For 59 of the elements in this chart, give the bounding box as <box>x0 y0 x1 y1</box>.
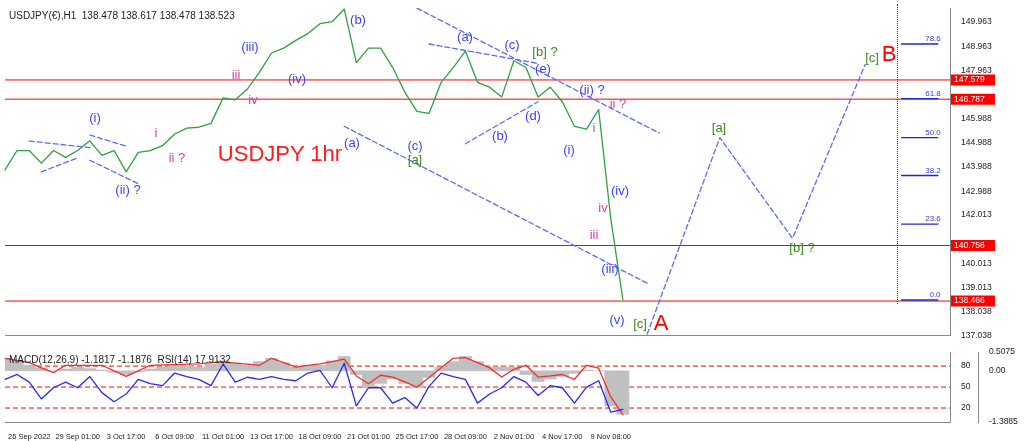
annotation: [a] <box>711 119 727 135</box>
annotation: (iv) <box>610 182 630 198</box>
annotation: (a) <box>344 134 360 150</box>
y-tick-label: 140.013 <box>961 257 992 268</box>
annotation: i <box>154 124 158 140</box>
y-tick-label: 137.038 <box>961 330 992 341</box>
annotation: (v) <box>609 311 625 327</box>
text: USDJPY 1hr <box>217 141 343 167</box>
annotation: (b) <box>492 127 508 143</box>
y-tick-label: 145.988 <box>961 112 992 123</box>
annotation: [c] <box>865 49 879 65</box>
annotation: (ii) ? <box>579 81 605 97</box>
annotation: 38.2 <box>925 165 942 175</box>
y2-tick-label: -1.3885 <box>989 416 1019 427</box>
y-tick-label: 139.013 <box>961 282 992 293</box>
y-tick-label: 144.988 <box>961 137 992 148</box>
y-tick-label: 80 <box>961 360 971 371</box>
annotation: 61.8 <box>925 88 942 98</box>
annotation: (e) <box>535 60 551 76</box>
annotation: (i) <box>89 109 101 125</box>
ref-line-label: 138.466 <box>954 295 985 306</box>
annotation: (i) <box>563 141 575 157</box>
annotation: (iii) <box>241 38 259 54</box>
y-tick-label: 147.963 <box>961 64 992 75</box>
y-tick-label: 20 <box>961 402 971 413</box>
annotation: (c) <box>407 137 423 153</box>
annotation: A <box>653 310 669 336</box>
annotation: (ii) ? <box>115 181 141 197</box>
ref-line-label: 147.579 <box>954 74 985 85</box>
annotation: 78.6 <box>925 34 942 44</box>
y-tick-label: 143.988 <box>961 161 992 172</box>
annotation: [c] <box>633 315 647 331</box>
y2-tick-label: 0.00 <box>989 365 1006 376</box>
annotation: 50.0 <box>925 127 942 137</box>
y-tick-label: 142.988 <box>961 185 992 196</box>
y-tick-label: 50 <box>961 381 971 392</box>
ref-line-label: 146.787 <box>954 93 985 104</box>
y-tick-label: 149.963 <box>961 16 992 27</box>
y2-tick-label: 0.5075 <box>989 346 1016 357</box>
annotation: 0.0 <box>929 290 942 300</box>
annotation: (b) <box>350 11 366 27</box>
annotation: (c) <box>504 36 520 52</box>
y-tick-label: 138.038 <box>961 305 992 316</box>
annotation: iii <box>231 66 241 82</box>
annotation: 23.6 <box>925 214 942 224</box>
annotation: iv <box>598 199 609 215</box>
annotation: (iii) <box>601 260 619 276</box>
annotation: i <box>592 119 596 135</box>
annotation: [b] ? <box>532 43 558 59</box>
annotation: (d) <box>525 107 541 123</box>
annotation: ii ? <box>168 149 186 165</box>
y-tick-label: 148.963 <box>961 40 992 51</box>
chart-title: USDJPY(€),H1 138.478 138.617 138.478 138.523 <box>9 9 236 21</box>
y-tick-label: 142.013 <box>961 209 992 220</box>
annotation: (a) <box>457 28 473 44</box>
ref-line-label: 140.756 <box>954 239 985 250</box>
annotation: iii <box>589 226 599 242</box>
annotation: B <box>881 41 897 67</box>
annotation: ii ? <box>609 95 627 111</box>
